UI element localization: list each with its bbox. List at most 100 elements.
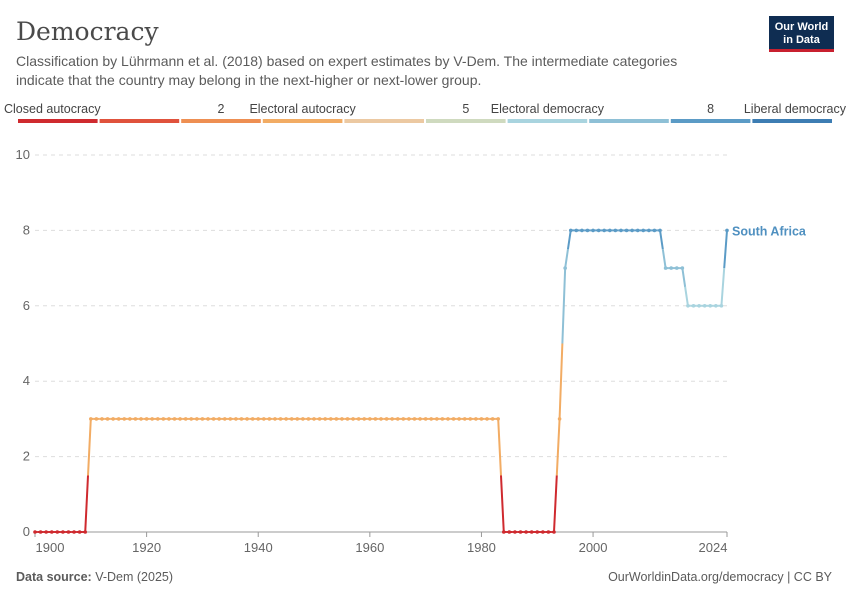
legend-label: Electoral autocracy [249, 102, 356, 116]
data-point [89, 417, 93, 421]
data-point [423, 417, 428, 421]
data-point [529, 530, 534, 534]
y-tick-label: 8 [23, 222, 30, 237]
data-point [608, 228, 612, 233]
data-point [563, 266, 567, 270]
x-tick-label: 1940 [244, 540, 273, 555]
data-point [317, 417, 322, 421]
data-point [273, 417, 277, 421]
data-point [401, 417, 406, 421]
source: Data source: V-Dem (2025) [16, 570, 173, 584]
data-point [116, 417, 121, 421]
legend-label: Electoral democracy [491, 102, 605, 116]
line-piece [723, 230, 728, 269]
data-point [697, 304, 701, 308]
legend-swatch [507, 119, 588, 123]
data-point [289, 417, 294, 421]
x-tick-label: 2024 [699, 540, 728, 555]
logo[interactable] [769, 16, 834, 49]
data-point [206, 417, 210, 421]
data-point [546, 530, 551, 534]
data-point [217, 417, 221, 421]
data-point [647, 228, 651, 233]
data-point [356, 417, 361, 421]
line-piece [82, 475, 90, 533]
data-point [150, 417, 154, 421]
data-point [635, 228, 640, 233]
y-tick-label: 10 [16, 147, 30, 162]
data-point [250, 417, 255, 421]
data-point [407, 417, 411, 421]
data-point [501, 530, 506, 534]
data-point [340, 417, 344, 421]
data-point [167, 417, 171, 421]
legend-swatch [589, 119, 669, 123]
x-tick-label: 1960 [355, 540, 384, 555]
data-point [262, 417, 266, 421]
data-point [384, 417, 389, 421]
legend-swatch [344, 119, 424, 123]
data-point [496, 417, 500, 421]
data-point [619, 228, 623, 233]
data-point [328, 417, 333, 421]
data-point [373, 417, 378, 421]
data-point [55, 530, 60, 534]
data-point [44, 530, 48, 534]
source-text: V-Dem (2025) [95, 570, 173, 584]
data-point [658, 228, 662, 233]
x-tick-label: 2000 [579, 540, 608, 555]
data-point [306, 417, 311, 421]
data-point [596, 228, 601, 233]
data-point [602, 228, 607, 233]
legend-swatch [181, 119, 261, 123]
data-point [725, 228, 729, 233]
data-point [691, 304, 696, 308]
footer-link[interactable]: OurWorldinData.org/democracy | CC BY [608, 570, 833, 584]
data-point [278, 417, 283, 421]
data-point [334, 417, 339, 421]
data-point [574, 228, 579, 233]
data-point [234, 417, 238, 421]
series-label: South Africa [732, 224, 807, 238]
data-point [111, 417, 115, 421]
data-point [513, 530, 517, 534]
data-point [390, 417, 394, 421]
line-piece [684, 286, 691, 307]
data-point [686, 304, 690, 308]
data-point [719, 304, 724, 308]
line-piece [566, 229, 574, 250]
data-point [446, 417, 450, 421]
data-point [641, 228, 646, 233]
data-point [284, 417, 288, 421]
data-point [490, 417, 495, 421]
y-tick-label: 0 [23, 524, 30, 539]
legend-swatch [426, 119, 506, 123]
data-point [714, 304, 718, 308]
data-point [351, 417, 355, 421]
data-point [94, 417, 99, 421]
data-point [624, 228, 629, 233]
data-point [485, 417, 489, 421]
data-point [122, 417, 127, 421]
data-point [33, 530, 37, 534]
data-point [468, 417, 473, 421]
data-point [418, 417, 422, 421]
data-point [652, 228, 657, 233]
data-point [100, 417, 104, 421]
data-point [38, 530, 43, 534]
data-point [239, 417, 244, 421]
data-point [552, 530, 556, 534]
data-point [457, 417, 461, 421]
data-point [395, 417, 400, 421]
data-point [267, 417, 272, 421]
data-point [301, 417, 305, 421]
data-point [669, 266, 673, 270]
data-point [580, 228, 584, 233]
data-point [362, 417, 367, 421]
source-label: Data source: [16, 570, 92, 584]
y-tick-label: 4 [23, 373, 30, 388]
x-tick-label: 1900 [36, 540, 65, 555]
data-point [663, 266, 668, 270]
data-point [105, 417, 110, 421]
legend-swatch [99, 119, 180, 123]
